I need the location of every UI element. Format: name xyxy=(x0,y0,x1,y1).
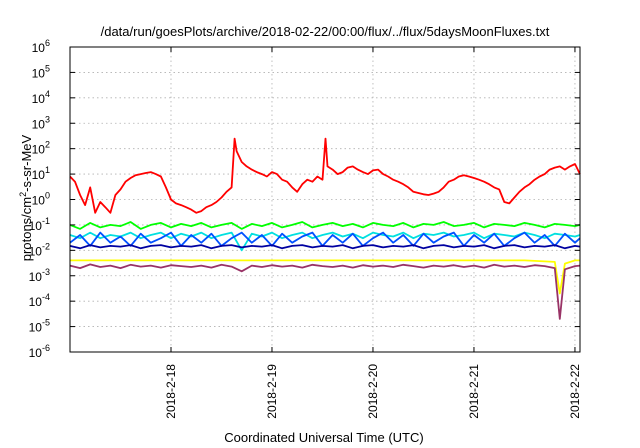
y-tick-label: 102 xyxy=(32,140,50,157)
y-axis-label-suffix: -s-sr-MeV xyxy=(19,134,34,191)
y-tick-label: 104 xyxy=(32,89,50,106)
y-tick-base: 10 xyxy=(32,194,46,208)
y-tick-exponent: -2 xyxy=(42,241,50,251)
y-tick-base: 10 xyxy=(32,117,46,131)
y-tick-label: 101 xyxy=(32,165,50,182)
x-axis-label: Coordinated Universal Time (UTC) xyxy=(224,430,423,445)
x-tick-label: 2018-2-18 xyxy=(164,364,178,419)
x-tick-label: 2018-2-22 xyxy=(568,364,582,419)
x-axis-ticks: 2018-2-18 2018-2-19 2018-2-20 2018-2-21 2018… xyxy=(164,47,582,419)
y-tick-base: 10 xyxy=(32,41,46,55)
y-tick-exponent: 1 xyxy=(45,165,50,175)
y-tick-exponent: 2 xyxy=(45,140,50,150)
data-series xyxy=(69,137,581,320)
series-line-3 xyxy=(69,231,581,252)
y-tick-label: 10-4 xyxy=(29,292,50,309)
series-line-6 xyxy=(70,259,580,295)
y-tick-base: 10 xyxy=(32,66,46,80)
y-tick-base: 10 xyxy=(29,321,43,335)
y-tick-base: 10 xyxy=(32,92,46,106)
y-tick-base: 10 xyxy=(29,346,43,360)
y-axis-label-prefix: protons/cm xyxy=(19,197,34,261)
y-tick-exponent: 0 xyxy=(45,191,50,201)
gridlines xyxy=(70,46,580,353)
y-tick-label: 106 xyxy=(32,38,50,55)
y-tick-base: 10 xyxy=(29,295,43,309)
series-line-7 xyxy=(69,263,581,320)
x-tick-label: 2018-2-21 xyxy=(467,364,481,419)
y-tick-label: 10-3 xyxy=(29,267,50,284)
y-tick-label: 10-2 xyxy=(29,241,50,258)
y-tick-base: 10 xyxy=(29,244,43,258)
y-tick-label: 103 xyxy=(32,114,50,131)
y-tick-label: 100 xyxy=(32,191,50,208)
y-tick-exponent: -6 xyxy=(42,343,50,353)
y-tick-base: 10 xyxy=(29,219,43,233)
y-axis-ticks: 10-610-510-410-310-210-11001011021031041… xyxy=(29,38,580,360)
x-tick-label: 2018-2-20 xyxy=(366,364,380,419)
series-line-4 xyxy=(69,231,581,247)
y-tick-base: 10 xyxy=(32,143,46,157)
series-line-2 xyxy=(69,221,581,230)
y-tick-base: 10 xyxy=(29,270,43,284)
y-tick-label: 105 xyxy=(32,63,50,80)
y-tick-label: 10-6 xyxy=(29,343,50,360)
y-tick-label: 10-5 xyxy=(29,318,50,335)
series-line-1 xyxy=(69,137,581,214)
y-tick-exponent: -3 xyxy=(42,267,50,277)
y-tick-exponent: -1 xyxy=(42,216,50,226)
y-tick-exponent: 3 xyxy=(45,114,50,124)
y-tick-base: 10 xyxy=(32,168,46,182)
series-line-5 xyxy=(69,244,581,250)
y-tick-exponent: 6 xyxy=(45,38,50,48)
y-axis-label: protons/cm2-s-sr-MeV xyxy=(18,134,34,261)
chart-title: /data/run/goesPlots/archive/2018-02-22/0… xyxy=(101,24,550,39)
x-tick-label: 2018-2-19 xyxy=(265,364,279,419)
y-tick-exponent: 5 xyxy=(45,63,50,73)
y-tick-label: 10-1 xyxy=(29,216,50,233)
y-tick-exponent: -5 xyxy=(42,318,50,328)
y-tick-exponent: -4 xyxy=(42,292,50,302)
y-tick-exponent: 4 xyxy=(45,89,50,99)
y-axis-label-sup: 2 xyxy=(18,192,28,197)
